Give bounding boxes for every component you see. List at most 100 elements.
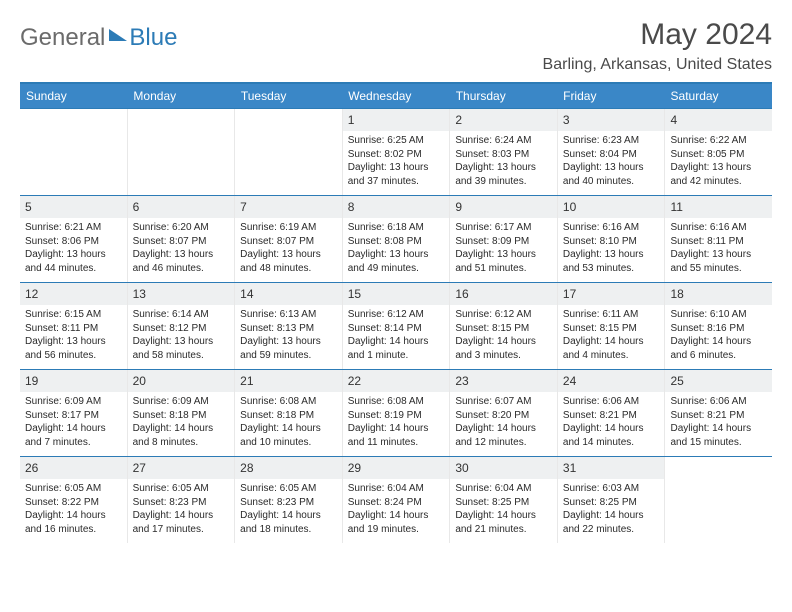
day-of-week-row: SundayMondayTuesdayWednesdayThursdayFrid… (20, 84, 772, 108)
sunrise-line: Sunrise: 6:03 AM (563, 482, 660, 496)
day-cell: 29Sunrise: 6:04 AMSunset: 8:24 PMDayligh… (343, 457, 451, 543)
daylight-line-2: and 42 minutes. (670, 175, 767, 189)
daylight-line-2: and 1 minute. (348, 349, 445, 363)
sunset-line: Sunset: 8:16 PM (670, 322, 767, 336)
daylight-line-1: Daylight: 14 hours (563, 422, 660, 436)
weeks-container: 1Sunrise: 6:25 AMSunset: 8:02 PMDaylight… (20, 108, 772, 543)
sunrise-line: Sunrise: 6:09 AM (133, 395, 230, 409)
day-cell: 31Sunrise: 6:03 AMSunset: 8:25 PMDayligh… (558, 457, 666, 543)
daylight-line-1: Daylight: 14 hours (670, 335, 767, 349)
dow-header: Thursday (450, 84, 557, 108)
daylight-line-2: and 58 minutes. (133, 349, 230, 363)
daylight-line-2: and 10 minutes. (240, 436, 337, 450)
day-number: 13 (128, 283, 235, 305)
daylight-line-1: Daylight: 14 hours (455, 335, 552, 349)
day-number: 31 (558, 457, 665, 479)
daylight-line-2: and 17 minutes. (133, 523, 230, 537)
sunset-line: Sunset: 8:15 PM (563, 322, 660, 336)
sunset-line: Sunset: 8:09 PM (455, 235, 552, 249)
brand-logo: General Blue (20, 18, 177, 52)
dow-header: Monday (127, 84, 234, 108)
day-number: 9 (450, 196, 557, 218)
sunrise-line: Sunrise: 6:04 AM (348, 482, 445, 496)
day-number: 12 (20, 283, 127, 305)
sunset-line: Sunset: 8:13 PM (240, 322, 337, 336)
daylight-line-1: Daylight: 13 hours (455, 161, 552, 175)
week-row: 12Sunrise: 6:15 AMSunset: 8:11 PMDayligh… (20, 282, 772, 369)
day-cell: 17Sunrise: 6:11 AMSunset: 8:15 PMDayligh… (558, 283, 666, 369)
daylight-line-2: and 59 minutes. (240, 349, 337, 363)
sunrise-line: Sunrise: 6:19 AM (240, 221, 337, 235)
sunset-line: Sunset: 8:17 PM (25, 409, 122, 423)
day-cell: 25Sunrise: 6:06 AMSunset: 8:21 PMDayligh… (665, 370, 772, 456)
day-cell: 3Sunrise: 6:23 AMSunset: 8:04 PMDaylight… (558, 109, 666, 195)
sunset-line: Sunset: 8:03 PM (455, 148, 552, 162)
day-number: 7 (235, 196, 342, 218)
day-cell: 27Sunrise: 6:05 AMSunset: 8:23 PMDayligh… (128, 457, 236, 543)
daylight-line-1: Daylight: 14 hours (563, 509, 660, 523)
day-cell: 28Sunrise: 6:05 AMSunset: 8:23 PMDayligh… (235, 457, 343, 543)
empty-cell (20, 109, 128, 195)
day-cell: 5Sunrise: 6:21 AMSunset: 8:06 PMDaylight… (20, 196, 128, 282)
daylight-line-2: and 51 minutes. (455, 262, 552, 276)
day-cell: 7Sunrise: 6:19 AMSunset: 8:07 PMDaylight… (235, 196, 343, 282)
day-number: 17 (558, 283, 665, 305)
sunrise-line: Sunrise: 6:08 AM (240, 395, 337, 409)
daylight-line-2: and 7 minutes. (25, 436, 122, 450)
daylight-line-1: Daylight: 14 hours (455, 422, 552, 436)
sunset-line: Sunset: 8:05 PM (670, 148, 767, 162)
day-number: 19 (20, 370, 127, 392)
daylight-line-2: and 4 minutes. (563, 349, 660, 363)
sunset-line: Sunset: 8:11 PM (670, 235, 767, 249)
day-number: 29 (343, 457, 450, 479)
sunset-line: Sunset: 8:14 PM (348, 322, 445, 336)
dow-header: Saturday (665, 84, 772, 108)
sunrise-line: Sunrise: 6:17 AM (455, 221, 552, 235)
daylight-line-2: and 37 minutes. (348, 175, 445, 189)
week-row: 26Sunrise: 6:05 AMSunset: 8:22 PMDayligh… (20, 456, 772, 543)
day-cell: 26Sunrise: 6:05 AMSunset: 8:22 PMDayligh… (20, 457, 128, 543)
sunrise-line: Sunrise: 6:09 AM (25, 395, 122, 409)
day-cell: 9 Sunrise: 6:17 AMSunset: 8:09 PMDaylight… (450, 196, 558, 282)
daylight-line-2: and 56 minutes. (25, 349, 122, 363)
dow-header: Friday (557, 84, 664, 108)
daylight-line-2: and 19 minutes. (348, 523, 445, 537)
daylight-line-2: and 6 minutes. (670, 349, 767, 363)
sunrise-line: Sunrise: 6:20 AM (133, 221, 230, 235)
sunset-line: Sunset: 8:10 PM (563, 235, 660, 249)
sunrise-line: Sunrise: 6:05 AM (133, 482, 230, 496)
sunrise-line: Sunrise: 6:23 AM (563, 134, 660, 148)
day-cell: 2Sunrise: 6:24 AMSunset: 8:03 PMDaylight… (450, 109, 558, 195)
daylight-line-2: and 3 minutes. (455, 349, 552, 363)
week-row: 5Sunrise: 6:21 AMSunset: 8:06 PMDaylight… (20, 195, 772, 282)
day-number: 16 (450, 283, 557, 305)
daylight-line-2: and 44 minutes. (25, 262, 122, 276)
day-cell: 18Sunrise: 6:10 AMSunset: 8:16 PMDayligh… (665, 283, 772, 369)
daylight-line-1: Daylight: 14 hours (133, 509, 230, 523)
sunset-line: Sunset: 8:11 PM (25, 322, 122, 336)
day-number: 24 (558, 370, 665, 392)
daylight-line-1: Daylight: 14 hours (348, 335, 445, 349)
daylight-line-2: and 48 minutes. (240, 262, 337, 276)
sunrise-line: Sunrise: 6:06 AM (670, 395, 767, 409)
daylight-line-2: and 8 minutes. (133, 436, 230, 450)
daylight-line-2: and 55 minutes. (670, 262, 767, 276)
day-number: 6 (128, 196, 235, 218)
month-title: May 2024 (543, 18, 772, 52)
brand-word-2: Blue (129, 24, 177, 52)
daylight-line-2: and 12 minutes. (455, 436, 552, 450)
daylight-line-2: and 49 minutes. (348, 262, 445, 276)
daylight-line-2: and 21 minutes. (455, 523, 552, 537)
daylight-line-2: and 22 minutes. (563, 523, 660, 537)
day-number: 18 (665, 283, 772, 305)
day-number: 5 (20, 196, 127, 218)
day-number: 2 (450, 109, 557, 131)
sunset-line: Sunset: 8:18 PM (240, 409, 337, 423)
sunrise-line: Sunrise: 6:16 AM (563, 221, 660, 235)
daylight-line-1: Daylight: 14 hours (25, 422, 122, 436)
daylight-line-1: Daylight: 13 hours (563, 161, 660, 175)
day-number: 4 (665, 109, 772, 131)
daylight-line-1: Daylight: 13 hours (455, 248, 552, 262)
sunset-line: Sunset: 8:19 PM (348, 409, 445, 423)
day-number: 14 (235, 283, 342, 305)
